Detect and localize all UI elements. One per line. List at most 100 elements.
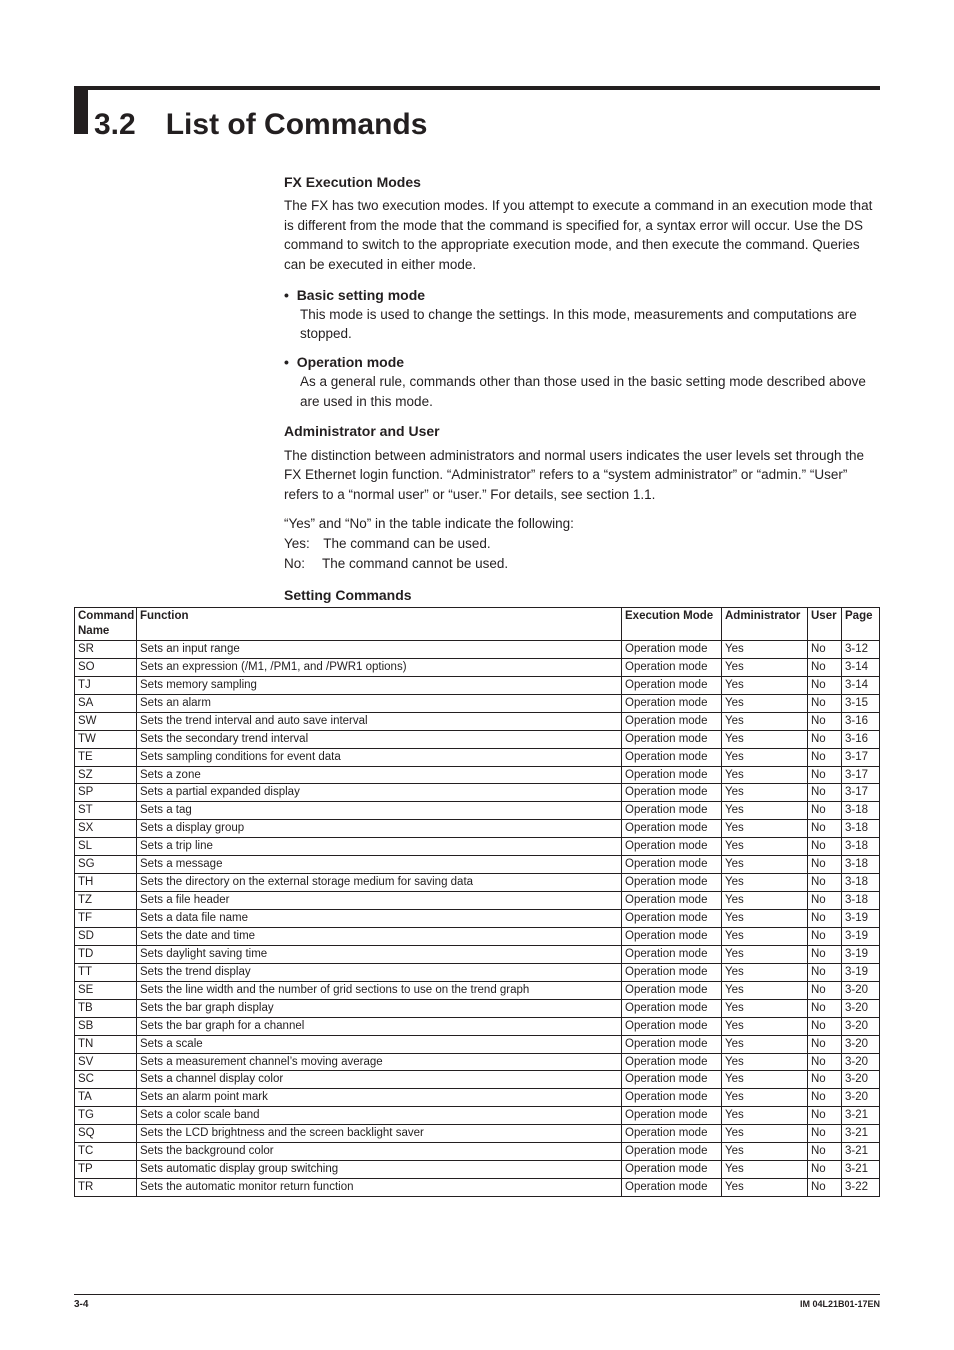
table-cell: Operation mode <box>622 963 722 981</box>
table-cell: Operation mode <box>622 712 722 730</box>
admin-p2: “Yes” and “No” in the table indicate the… <box>284 514 880 534</box>
table-cell: 3-21 <box>842 1161 880 1179</box>
table-cell: Sets a channel display color <box>137 1071 622 1089</box>
table-cell: No <box>808 1035 842 1053</box>
table-cell: No <box>808 945 842 963</box>
table-cell: TB <box>75 999 137 1017</box>
table-cell: 3-19 <box>842 910 880 928</box>
table-cell: TZ <box>75 892 137 910</box>
table-cell: Operation mode <box>622 1017 722 1035</box>
table-cell: Yes <box>722 1179 808 1197</box>
th-admin: Administrator <box>722 608 808 641</box>
table-cell: Yes <box>722 838 808 856</box>
table-cell: Sets the trend display <box>137 963 622 981</box>
th-cmd: Command Name <box>75 608 137 641</box>
table-cell: Yes <box>722 676 808 694</box>
page-footer: 3-4 IM 04L21B01-17EN <box>74 1294 880 1310</box>
table-cell: Yes <box>722 748 808 766</box>
table-cell: Sets a display group <box>137 820 622 838</box>
table-cell: 3-12 <box>842 640 880 658</box>
table-cell: Operation mode <box>622 658 722 676</box>
table-row: SPSets a partial expanded displayOperati… <box>75 784 880 802</box>
table-row: SQSets the LCD brightness and the screen… <box>75 1125 880 1143</box>
table-cell: Sets the bar graph display <box>137 999 622 1017</box>
th-page: Page <box>842 608 880 641</box>
table-cell: Operation mode <box>622 694 722 712</box>
operation-mode-title-text: Operation mode <box>297 354 404 370</box>
table-cell: SC <box>75 1071 137 1089</box>
table-cell: No <box>808 981 842 999</box>
table-cell: Operation mode <box>622 927 722 945</box>
table-cell: TF <box>75 910 137 928</box>
table-header-row: Command Name Function Execution Mode Adm… <box>75 608 880 641</box>
operation-mode-title: • Operation mode <box>284 352 880 372</box>
table-cell: Operation mode <box>622 1107 722 1125</box>
table-cell: Sets an alarm point mark <box>137 1089 622 1107</box>
table-cell: No <box>808 1143 842 1161</box>
table-cell: Operation mode <box>622 640 722 658</box>
table-cell: Sets a message <box>137 856 622 874</box>
table-row: SCSets a channel display colorOperation … <box>75 1071 880 1089</box>
table-cell: Operation mode <box>622 838 722 856</box>
table-cell: No <box>808 1125 842 1143</box>
table-cell: Sets the trend interval and auto save in… <box>137 712 622 730</box>
table-cell: 3-18 <box>842 892 880 910</box>
table-cell: Sets the bar graph for a channel <box>137 1017 622 1035</box>
table-cell: Yes <box>722 910 808 928</box>
table-cell: Sets a file header <box>137 892 622 910</box>
table-cell: Sets a measurement channel’s moving aver… <box>137 1053 622 1071</box>
table-row: SWSets the trend interval and auto save … <box>75 712 880 730</box>
table-cell: SX <box>75 820 137 838</box>
table-cell: TN <box>75 1035 137 1053</box>
section-title: List of Commands <box>166 108 428 142</box>
basic-mode-title: • Basic setting mode <box>284 285 880 305</box>
table-row: SXSets a display groupOperation modeYesN… <box>75 820 880 838</box>
table-row: TZSets a file headerOperation modeYesNo3… <box>75 892 880 910</box>
table-row: TRSets the automatic monitor return func… <box>75 1179 880 1197</box>
table-cell: SG <box>75 856 137 874</box>
table-cell: SB <box>75 1017 137 1035</box>
body-content: FX Execution Modes The FX has two execut… <box>284 172 880 573</box>
table-cell: No <box>808 658 842 676</box>
admin-yes: Yes: The command can be used. <box>284 534 880 554</box>
table-row: TBSets the bar graph displayOperation mo… <box>75 999 880 1017</box>
table-cell: 3-20 <box>842 1053 880 1071</box>
table-cell: No <box>808 874 842 892</box>
table-cell: No <box>808 820 842 838</box>
table-cell: No <box>808 838 842 856</box>
table-cell: No <box>808 766 842 784</box>
table-row: SGSets a messageOperation modeYesNo3-18 <box>75 856 880 874</box>
table-cell: 3-20 <box>842 981 880 999</box>
table-cell: Operation mode <box>622 1089 722 1107</box>
table-cell: No <box>808 748 842 766</box>
table-cell: Sets a trip line <box>137 838 622 856</box>
table-cell: TA <box>75 1089 137 1107</box>
table-cell: No <box>808 730 842 748</box>
table-cell: 3-14 <box>842 676 880 694</box>
table-cell: No <box>808 640 842 658</box>
table-cell: No <box>808 784 842 802</box>
table-cell: Operation mode <box>622 1053 722 1071</box>
table-cell: Yes <box>722 658 808 676</box>
table-cell: Sets a scale <box>137 1035 622 1053</box>
table-row: SZSets a zoneOperation modeYesNo3-17 <box>75 766 880 784</box>
table-cell: 3-19 <box>842 945 880 963</box>
table-cell: Sets the line width and the number of gr… <box>137 981 622 999</box>
table-row: SOSets an expression (/M1, /PM1, and /PW… <box>75 658 880 676</box>
table-cell: No <box>808 892 842 910</box>
table-cell: TR <box>75 1179 137 1197</box>
table-cell: 3-21 <box>842 1125 880 1143</box>
table-cell: 3-19 <box>842 927 880 945</box>
table-cell: Operation mode <box>622 981 722 999</box>
table-cell: Yes <box>722 802 808 820</box>
table-cell: Yes <box>722 784 808 802</box>
table-cell: 3-20 <box>842 1089 880 1107</box>
table-cell: No <box>808 1179 842 1197</box>
table-cell: No <box>808 856 842 874</box>
table-row: SESets the line width and the number of … <box>75 981 880 999</box>
table-cell: Yes <box>722 981 808 999</box>
fx-intro: The FX has two execution modes. If you a… <box>284 196 880 274</box>
table-cell: 3-14 <box>842 658 880 676</box>
table-cell: Operation mode <box>622 1143 722 1161</box>
table-cell: Operation mode <box>622 766 722 784</box>
